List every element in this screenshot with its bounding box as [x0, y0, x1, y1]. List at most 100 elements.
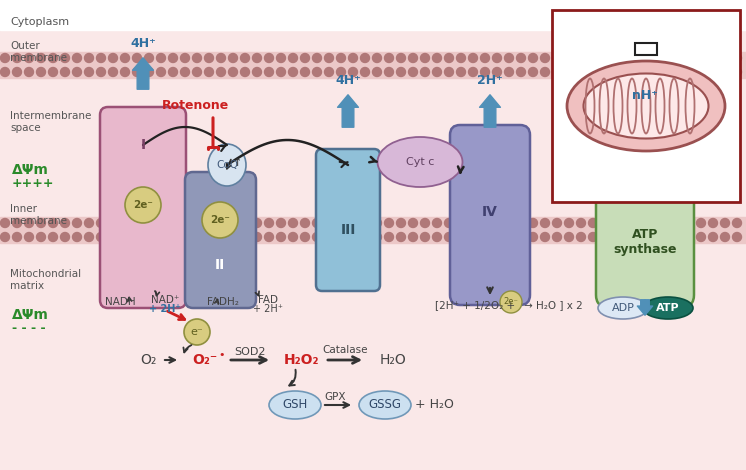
Circle shape — [500, 291, 522, 313]
FancyBboxPatch shape — [450, 125, 530, 305]
Circle shape — [181, 54, 189, 63]
Circle shape — [133, 68, 142, 77]
Circle shape — [504, 54, 513, 63]
Circle shape — [733, 233, 742, 242]
Circle shape — [372, 219, 381, 227]
Circle shape — [169, 54, 178, 63]
Circle shape — [301, 68, 310, 77]
Circle shape — [528, 54, 538, 63]
Circle shape — [133, 54, 142, 63]
Circle shape — [648, 54, 657, 63]
Text: H₂O₂: H₂O₂ — [284, 353, 320, 367]
Circle shape — [601, 68, 609, 77]
Circle shape — [108, 233, 118, 242]
Circle shape — [348, 233, 357, 242]
Circle shape — [589, 68, 598, 77]
Circle shape — [468, 68, 477, 77]
Circle shape — [372, 54, 381, 63]
Circle shape — [202, 202, 238, 238]
Circle shape — [13, 233, 22, 242]
Circle shape — [601, 54, 609, 63]
Circle shape — [409, 219, 418, 227]
Circle shape — [72, 68, 81, 77]
Circle shape — [660, 219, 669, 227]
Circle shape — [372, 233, 381, 242]
Circle shape — [25, 54, 34, 63]
Circle shape — [313, 219, 322, 227]
Text: 2e⁻: 2e⁻ — [210, 215, 230, 225]
Circle shape — [204, 219, 213, 227]
Circle shape — [125, 187, 161, 223]
Bar — [635, 43, 657, 55]
Circle shape — [72, 233, 81, 242]
Circle shape — [25, 219, 34, 227]
Text: ATP: ATP — [656, 303, 680, 313]
Circle shape — [457, 54, 466, 63]
Circle shape — [589, 219, 598, 227]
Circle shape — [192, 68, 201, 77]
Circle shape — [553, 68, 562, 77]
Circle shape — [553, 54, 562, 63]
Circle shape — [13, 54, 22, 63]
Circle shape — [277, 68, 286, 77]
Circle shape — [157, 219, 166, 227]
Ellipse shape — [208, 144, 246, 186]
Text: FADH₂: FADH₂ — [207, 297, 239, 307]
Circle shape — [360, 68, 369, 77]
Circle shape — [181, 68, 189, 77]
Text: 4H⁺: 4H⁺ — [335, 73, 361, 86]
Circle shape — [492, 68, 501, 77]
Circle shape — [1, 233, 10, 242]
Circle shape — [421, 233, 430, 242]
Ellipse shape — [598, 297, 648, 319]
Circle shape — [25, 68, 34, 77]
Circle shape — [421, 219, 430, 227]
Circle shape — [336, 219, 345, 227]
Circle shape — [60, 233, 69, 242]
Circle shape — [37, 233, 46, 242]
Circle shape — [445, 219, 454, 227]
Circle shape — [181, 219, 189, 227]
Circle shape — [204, 233, 213, 242]
Circle shape — [289, 219, 298, 227]
Circle shape — [216, 219, 225, 227]
Circle shape — [228, 233, 237, 242]
Circle shape — [553, 233, 562, 242]
Circle shape — [433, 54, 442, 63]
Circle shape — [336, 233, 345, 242]
Text: ΔΨm: ΔΨm — [12, 163, 49, 177]
Circle shape — [48, 233, 57, 242]
Text: Mitochondrial
matrix: Mitochondrial matrix — [10, 269, 81, 291]
Circle shape — [252, 233, 262, 242]
Circle shape — [697, 68, 706, 77]
Circle shape — [685, 233, 694, 242]
Text: ++++: ++++ — [12, 177, 54, 189]
Circle shape — [169, 233, 178, 242]
Circle shape — [445, 68, 454, 77]
Circle shape — [240, 233, 249, 242]
Circle shape — [384, 233, 393, 242]
Circle shape — [672, 233, 682, 242]
Circle shape — [528, 233, 538, 242]
Circle shape — [313, 68, 322, 77]
Ellipse shape — [583, 73, 709, 139]
Ellipse shape — [643, 297, 693, 319]
Circle shape — [360, 233, 369, 242]
Circle shape — [636, 68, 645, 77]
Circle shape — [145, 219, 154, 227]
Circle shape — [516, 233, 525, 242]
Circle shape — [733, 219, 742, 227]
Circle shape — [421, 54, 430, 63]
Circle shape — [445, 233, 454, 242]
Circle shape — [48, 219, 57, 227]
Circle shape — [96, 54, 105, 63]
Circle shape — [421, 68, 430, 77]
Circle shape — [433, 219, 442, 227]
Circle shape — [384, 68, 393, 77]
Circle shape — [468, 54, 477, 63]
Circle shape — [240, 219, 249, 227]
Circle shape — [612, 233, 621, 242]
Circle shape — [480, 54, 489, 63]
Circle shape — [709, 233, 718, 242]
Circle shape — [612, 68, 621, 77]
